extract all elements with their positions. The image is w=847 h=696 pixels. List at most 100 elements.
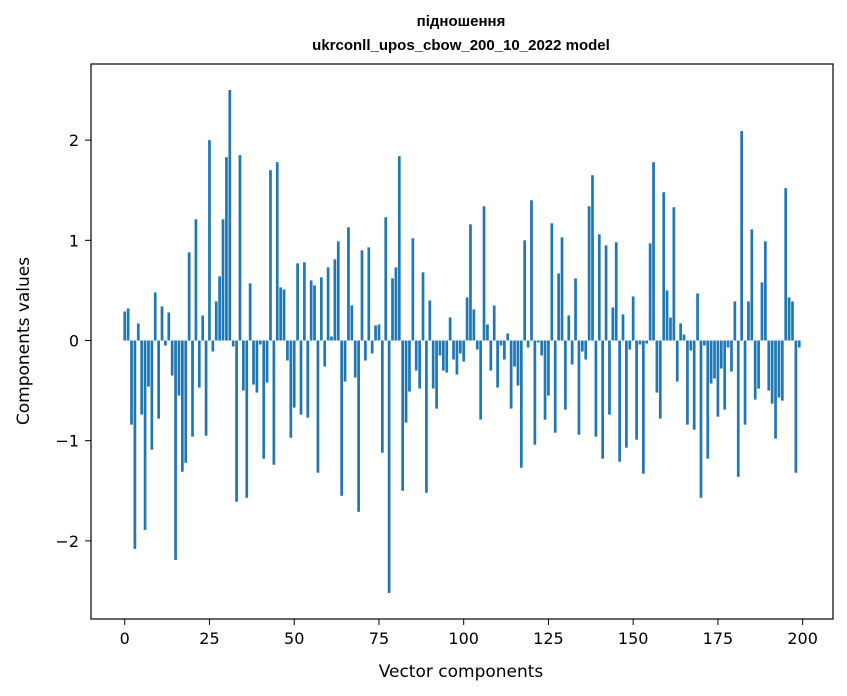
bar-61 [330,336,333,341]
bar-87 [418,340,421,389]
bar-34 [238,155,242,341]
bar-91 [431,340,435,389]
bar-15 [174,340,177,560]
bar-151 [635,340,638,440]
bar-143 [608,340,611,415]
bar-59 [323,340,327,367]
x-tick-label: 75 [369,629,389,648]
bar-1 [126,308,130,341]
bar-81 [397,156,401,341]
bar-62 [333,259,337,341]
bar-17 [181,340,184,472]
bar-28 [218,276,221,341]
bar-172 [706,340,710,459]
bar-23 [201,315,205,341]
bar-166 [686,340,689,425]
x-tick-label: 100 [448,629,479,648]
x-tick-label: 150 [618,629,649,648]
bar-8 [150,340,154,450]
bar-53 [303,262,306,341]
bar-77 [384,217,388,341]
bar-191 [770,340,774,404]
bar-174 [713,340,716,379]
bar-111 [499,340,503,346]
bar-76 [380,340,384,453]
bar-158 [658,340,662,419]
bar-67 [350,305,354,341]
x-axis-ticks: 0 25 50 75 100 125 150 175 200 [120,619,818,648]
bar-69 [357,340,360,512]
bar-137 [587,206,591,341]
bar-195 [784,188,788,341]
bar-64 [340,340,344,496]
bar-141 [601,340,605,459]
bar-197 [791,301,794,341]
bar-100 [462,340,466,362]
bar-51 [296,263,299,341]
bar-122 [536,340,540,343]
bar-182 [740,131,743,341]
bar-124 [543,340,547,420]
bar-125 [547,340,550,396]
bar-85 [411,238,415,341]
bar-3 [133,340,137,549]
y-tick-label: −1 [55,432,79,451]
bar-31 [228,90,232,341]
bar-114 [509,340,513,409]
bar-65 [343,340,347,382]
bar-142 [604,245,608,341]
bar-79 [391,278,394,341]
bar-19 [187,252,191,341]
bar-131 [567,315,571,341]
bar-36 [245,340,249,498]
bar-54 [306,340,310,418]
bar-108 [489,340,493,371]
bar-128 [557,273,560,341]
bar-144 [611,307,615,341]
bar-126 [550,223,554,341]
bar-43 [269,170,272,341]
bar-184 [747,301,750,341]
bar-25 [208,140,211,341]
bar-32 [231,340,235,347]
bar-37 [248,283,252,341]
bar-2 [130,340,133,425]
bar-13 [167,312,171,341]
y-axis-ticks: −2 −1 0 1 2 [55,131,91,551]
bar-171 [703,340,706,346]
bar-89 [425,340,428,493]
bar-190 [767,340,771,391]
bar-30 [225,157,228,341]
bar-88 [421,272,425,341]
bar-129 [560,237,564,341]
bar-75 [377,324,381,341]
bar-45 [275,162,279,341]
bar-14 [170,340,174,376]
bar-27 [214,301,218,341]
bar-58 [319,277,323,341]
bar-11 [160,306,164,341]
bar-86 [414,340,418,371]
bar-5 [140,340,144,415]
bar-48 [286,340,289,361]
bar-83 [404,340,408,423]
bar-130 [564,340,567,410]
bar-97 [452,340,455,360]
bar-84 [408,340,411,392]
bar-74 [374,325,377,341]
bar-22 [197,340,201,388]
x-tick-label: 50 [284,629,304,648]
bar-153 [641,340,645,474]
bar-199 [797,340,801,348]
bar-94 [442,340,445,371]
bar-175 [716,340,720,417]
bar-44 [272,340,276,465]
bar-176 [719,340,723,369]
bar-155 [648,243,652,341]
bar-120 [530,200,533,341]
bar-109 [492,305,496,341]
chart-title-line2: ukrconll_upos_cbow_200_10_2022 model [312,37,610,54]
bar-168 [692,340,696,430]
bar-21 [194,219,198,341]
